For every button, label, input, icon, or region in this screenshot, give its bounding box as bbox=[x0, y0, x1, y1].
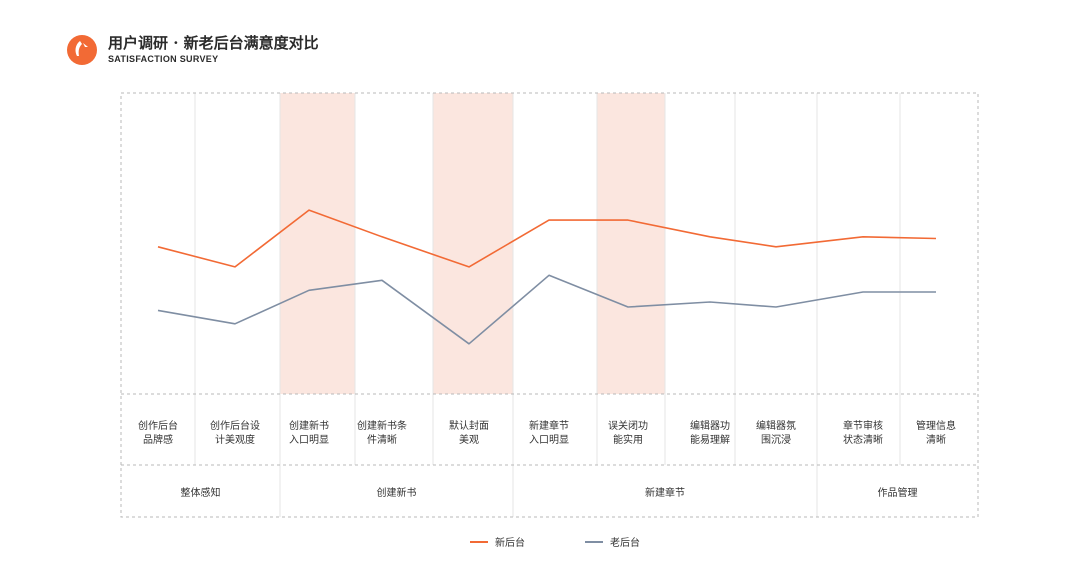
series-lines bbox=[157, 209, 937, 345]
column-gridlines bbox=[194, 93, 901, 517]
legend: 新后台 老后台 bbox=[470, 536, 640, 549]
category-label: 能实用 bbox=[613, 433, 643, 446]
series-line-new bbox=[157, 209, 937, 268]
group-label: 整体感知 bbox=[181, 486, 221, 499]
category-label: 创建新书 bbox=[289, 419, 329, 432]
category-label: 默认封面 bbox=[449, 419, 489, 432]
highlight-band bbox=[280, 93, 355, 394]
category-label: 章节审核 bbox=[843, 419, 883, 432]
group-label: 新建章节 bbox=[645, 486, 685, 499]
highlight-band bbox=[597, 93, 665, 394]
group-labels: 整体感知 创建新书 新建章节 作品管理 bbox=[181, 486, 918, 499]
page-subtitle: SATISFACTION SURVEY bbox=[108, 54, 219, 64]
category-label: 误关闭功 bbox=[608, 419, 648, 432]
category-label: 围沉浸 bbox=[761, 433, 791, 446]
category-label: 美观 bbox=[459, 433, 479, 446]
group-label: 创建新书 bbox=[377, 486, 417, 499]
category-label: 创作后台设 bbox=[210, 419, 260, 432]
category-label: 创建新书条 bbox=[357, 419, 407, 432]
category-label: 入口明显 bbox=[289, 434, 329, 446]
page-title: 用户调研 · 新老后台满意度对比 bbox=[108, 34, 319, 52]
category-label: 编辑器氛 bbox=[756, 419, 796, 432]
category-label: 计美观度 bbox=[215, 433, 255, 446]
category-label: 新建章节 bbox=[529, 419, 569, 432]
category-label: 入口明显 bbox=[529, 434, 569, 446]
category-label: 清晰 bbox=[926, 433, 946, 446]
category-label: 状态清晰 bbox=[843, 433, 883, 446]
category-label: 编辑器功 bbox=[690, 419, 730, 432]
category-label: 品牌感 bbox=[143, 433, 173, 446]
highlight-band bbox=[433, 93, 513, 394]
logo-icon bbox=[67, 35, 97, 65]
chart-frame bbox=[120, 92, 979, 518]
series-line-old bbox=[157, 274, 936, 345]
category-label: 件清晰 bbox=[367, 433, 397, 446]
highlight-bands bbox=[280, 93, 665, 394]
category-label: 能易理解 bbox=[690, 433, 730, 446]
legend-label: 老后台 bbox=[610, 536, 640, 549]
category-label: 管理信息 bbox=[916, 419, 956, 432]
group-label: 作品管理 bbox=[878, 486, 918, 499]
legend-label: 新后台 bbox=[495, 536, 525, 549]
category-label: 创作后台 bbox=[138, 419, 178, 432]
